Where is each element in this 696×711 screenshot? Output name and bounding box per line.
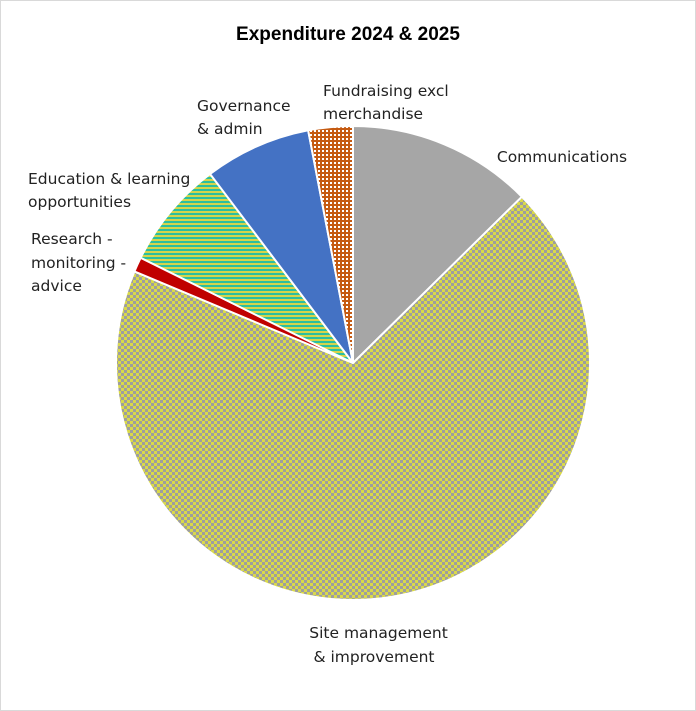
slice-label-research: Research - monitoring - advice [31, 230, 131, 295]
slice-label-site-management: Site management & improvement [309, 624, 452, 666]
slice-label-governance: Governance & admin [197, 97, 295, 138]
slice-label-fundraising: Fundraising excl merchandise [323, 82, 454, 123]
pie-slice-fundraising-excl-merchandise [306, 124, 354, 364]
slice-label-communications: Communications [497, 148, 627, 166]
pie-slice-education-learning-opportunities [139, 172, 354, 364]
slice-label-education: Education & learning opportunities [28, 170, 195, 211]
pie-slices [115, 124, 591, 601]
chart-title: Expenditure 2024 & 2025 [236, 24, 460, 45]
pie-slice-communications [352, 124, 524, 366]
pie-slice-governance-admin [208, 129, 354, 364]
pie-slice-site-management-improvement [115, 195, 591, 601]
